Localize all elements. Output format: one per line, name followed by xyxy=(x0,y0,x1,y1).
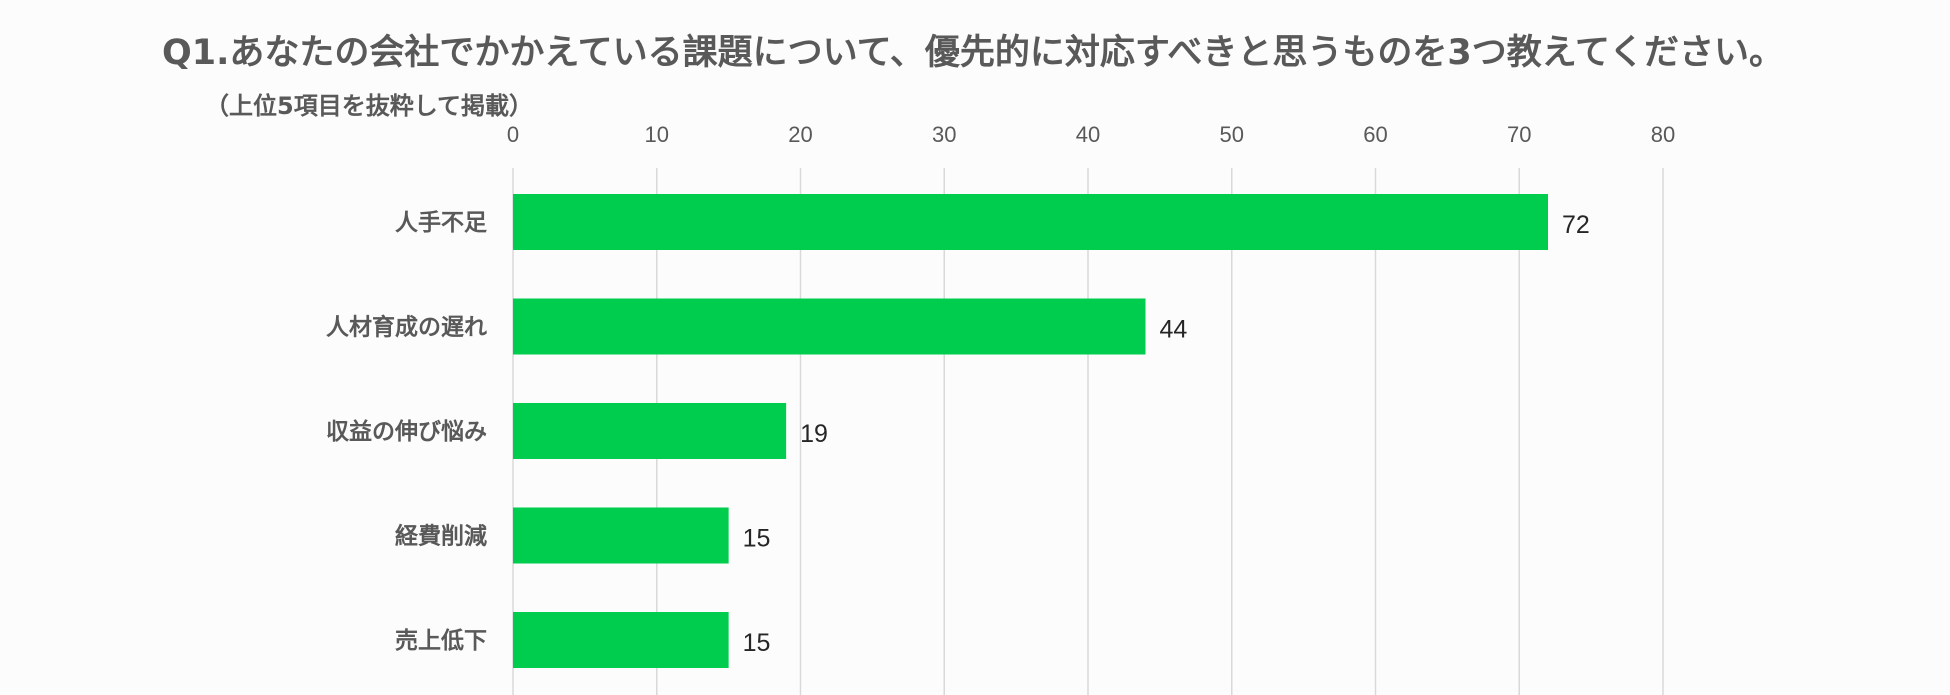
x-tick-label: 60 xyxy=(1363,122,1387,147)
bars xyxy=(513,194,1548,668)
chart-subtitle: （上位5項目を抜粋して掲載） xyxy=(205,92,533,120)
category-label: 人手不足 xyxy=(395,210,487,236)
bar xyxy=(513,507,729,564)
category-label: 経費削減 xyxy=(395,523,487,550)
x-tick-label: 50 xyxy=(1220,122,1244,147)
x-tick-label: 0 xyxy=(507,122,519,147)
data-label: 72 xyxy=(1562,211,1590,239)
category-label: 収益の伸び悩み xyxy=(326,418,487,445)
x-tick-label: 10 xyxy=(645,122,669,147)
x-axis-ticks: 0 10 20 30 40 50 60 70 80 xyxy=(507,122,1675,147)
x-tick-label: 30 xyxy=(932,122,956,147)
data-label: 15 xyxy=(743,629,771,657)
bar xyxy=(513,194,1548,250)
x-tick-label: 80 xyxy=(1651,122,1675,147)
data-label: 19 xyxy=(800,420,828,448)
x-tick-label: 40 xyxy=(1076,122,1100,147)
data-label: 15 xyxy=(743,525,771,553)
data-label: 44 xyxy=(1160,316,1188,344)
x-tick-label: 20 xyxy=(788,122,812,147)
x-tick-label: 70 xyxy=(1507,122,1531,147)
category-label: 売上低下 xyxy=(395,628,487,654)
bar xyxy=(513,612,729,668)
bar xyxy=(513,403,787,459)
chart-title: Q1.あなたの会社でかかえている課題について、優先的に対応すべきと思うものを3つ… xyxy=(162,33,1784,73)
data-labels: 72 44 19 15 15 xyxy=(743,211,1590,657)
category-label: 人材育成の遅れ xyxy=(326,314,487,341)
bar xyxy=(513,298,1146,355)
gridlines xyxy=(512,168,1664,695)
